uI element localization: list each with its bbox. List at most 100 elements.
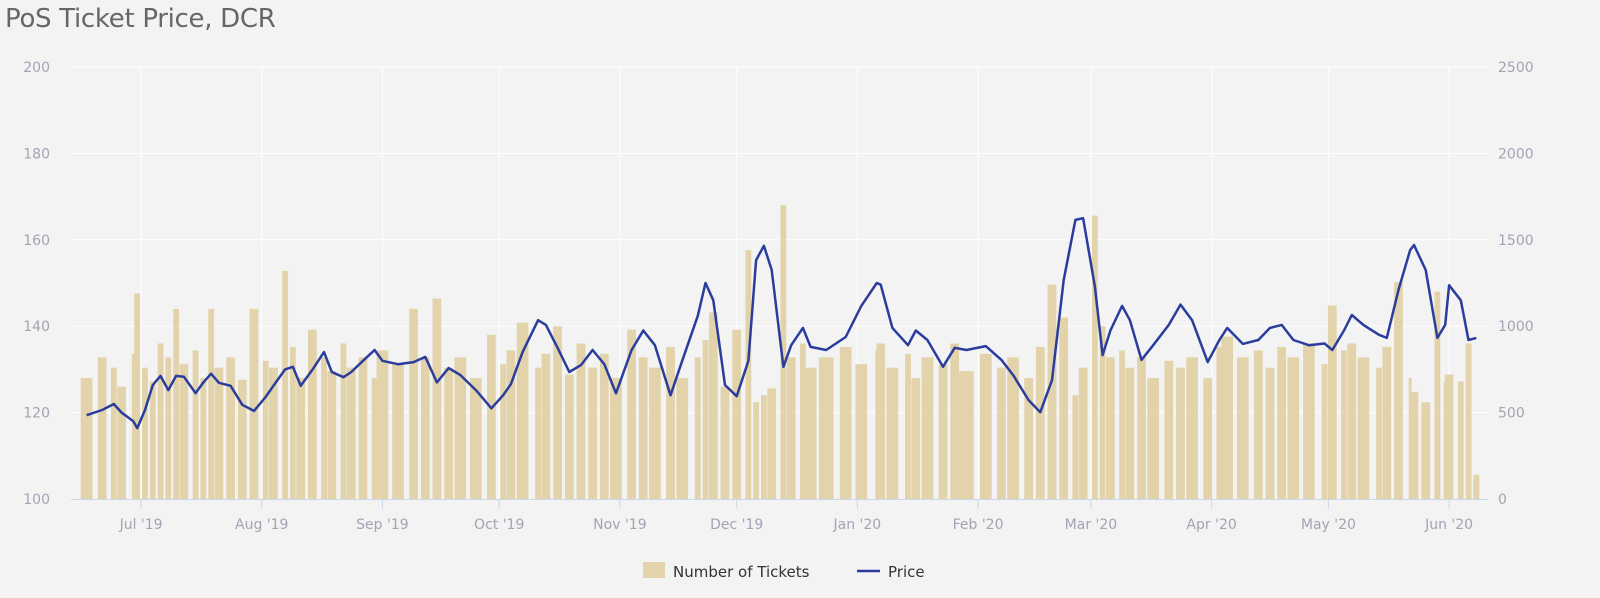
ticket-bar	[500, 364, 507, 499]
ticket-bar	[149, 381, 156, 499]
ticket-bar	[702, 340, 709, 499]
y-right-tick-label: 1000	[1498, 319, 1534, 335]
price-line	[86, 216, 1477, 430]
ticket-bar	[553, 326, 562, 499]
ticket-bar	[599, 353, 609, 499]
ticket-bar	[1265, 367, 1275, 499]
y-right-tick-label: 0	[1498, 492, 1507, 508]
ticket-bar	[905, 353, 911, 499]
ticket-bar	[249, 308, 259, 499]
ticket-bar	[694, 357, 701, 499]
chart-title: PoS Ticket Price, DCR	[5, 4, 276, 34]
ticket-bar	[1203, 378, 1213, 499]
ticket-bar	[638, 357, 648, 499]
ticket-bar	[269, 367, 278, 499]
ticket-bar	[950, 343, 960, 499]
ticket-bar	[296, 378, 306, 499]
ticket-bar	[564, 374, 574, 499]
ticket-bar	[1394, 282, 1403, 499]
ticket-bar	[767, 388, 777, 499]
ticket-bar	[420, 357, 430, 499]
ticket-bar	[1072, 395, 1079, 499]
ticket-bar	[610, 378, 622, 499]
ticket-bar	[392, 364, 404, 499]
ticket-bar	[761, 395, 767, 499]
ticket-bar	[516, 322, 529, 499]
ticket-bar	[753, 402, 760, 499]
ticket-bar	[307, 329, 317, 499]
ticket-bar	[432, 298, 442, 499]
ticket-bar	[110, 367, 117, 499]
y-left-tick-label: 140	[23, 319, 50, 335]
ticket-bar	[1007, 357, 1019, 499]
ticket-bar	[289, 346, 296, 499]
y-left-tick-label: 160	[23, 233, 50, 249]
ticket-bar	[1341, 350, 1347, 499]
x-tick-label: Dec '19	[710, 517, 763, 533]
x-tick-label: Jul '19	[119, 517, 163, 533]
ticket-bar	[804, 367, 817, 499]
ticket-bar	[1186, 357, 1198, 499]
ticket-bar	[157, 343, 164, 499]
ticket-bar	[720, 386, 730, 499]
x-tick-label: Sep '19	[356, 517, 409, 533]
ticket-bar	[588, 367, 598, 499]
ticket-bar	[1221, 336, 1234, 499]
legend-tickets-label[interactable]: Number of Tickets	[673, 563, 810, 581]
ticket-bar	[1047, 284, 1057, 499]
ticket-bar	[282, 270, 289, 499]
ticket-bar	[1303, 343, 1315, 499]
legend[interactable]: Number of Tickets Price	[643, 562, 925, 581]
ticket-bar	[535, 367, 542, 499]
ticket-bar	[627, 329, 636, 499]
ticket-bar	[786, 357, 796, 499]
ticket-bar	[1409, 391, 1419, 499]
x-tick-label: Apr '20	[1186, 517, 1236, 533]
ticket-bar	[780, 205, 787, 500]
ticket-bar	[173, 308, 180, 499]
ticket-bar	[226, 357, 235, 499]
x-tick-label: Oct '19	[474, 517, 524, 533]
ticket-bar	[470, 378, 482, 499]
ticket-bar	[1253, 350, 1263, 499]
ticket-bar	[959, 371, 974, 499]
ticket-bar	[1287, 357, 1300, 499]
ticket-bar	[666, 346, 675, 499]
ticket-bar	[576, 343, 586, 499]
x-tick-label: Mar '20	[1065, 517, 1118, 533]
x-tick-label: Jan '20	[833, 517, 882, 533]
ticket-bar	[208, 308, 215, 499]
ticket-bar	[1321, 364, 1328, 499]
ticket-bar	[997, 367, 1006, 499]
ticket-bar	[1035, 346, 1045, 499]
ticket-bar	[1091, 215, 1098, 499]
ticket-bar	[1457, 381, 1464, 499]
ticket-bar	[165, 357, 172, 499]
legend-tickets-swatch[interactable]	[643, 562, 665, 578]
x-tick-label: Jun '20	[1424, 517, 1473, 533]
ticket-bar	[371, 378, 378, 499]
ticket-bar	[979, 353, 992, 499]
y-left-tick-label: 100	[23, 492, 50, 508]
ticket-bar	[1216, 346, 1223, 499]
ticket-bar	[192, 350, 199, 499]
ticket-bar	[327, 371, 337, 499]
x-tick-label: Aug '19	[235, 517, 288, 533]
ticket-bar	[911, 378, 921, 499]
y-right-tick-label: 2500	[1498, 60, 1534, 76]
ticket-bar	[1465, 343, 1472, 499]
ticket-bar	[142, 367, 148, 499]
ticket-bar	[1236, 357, 1249, 499]
ticket-bar	[131, 353, 135, 499]
ticket-bar	[358, 357, 368, 499]
ticket-bar	[444, 367, 453, 499]
ticket-bar	[1376, 367, 1382, 499]
ticket-bar	[1059, 317, 1069, 499]
legend-price-label[interactable]: Price	[888, 563, 925, 581]
ticket-bar	[117, 386, 126, 499]
y-right-tick-label: 2000	[1498, 146, 1534, 162]
ticket-bar	[1434, 291, 1441, 499]
ticket-bar	[921, 357, 934, 499]
ticket-bar	[1024, 378, 1034, 499]
ticket-bar	[799, 343, 806, 499]
